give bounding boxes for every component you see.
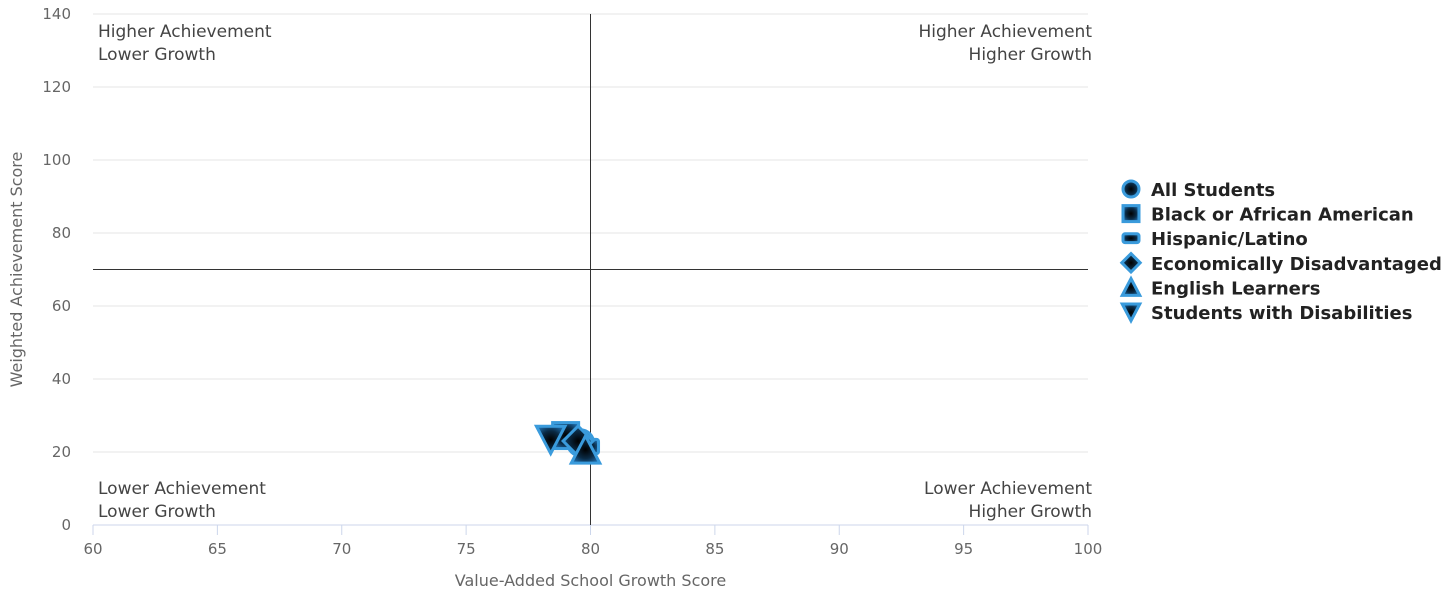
y-tick-label: 0: [61, 516, 71, 534]
quadrant-label-bottom-right: Lower Achievement: [924, 479, 1092, 499]
legend-label[interactable]: Hispanic/Latino: [1151, 229, 1308, 250]
x-tick-label: 90: [830, 540, 849, 558]
legend-marker-diamond: [1119, 251, 1143, 275]
y-tick-label: 120: [42, 78, 71, 96]
quadrant-labels: Higher Achievement Lower Growth Higher Ach…: [98, 22, 1092, 522]
y-tick-label: 40: [52, 370, 71, 388]
x-tick-label: 95: [954, 540, 973, 558]
x-tick-label: 65: [208, 540, 227, 558]
x-tick-label: 85: [705, 540, 724, 558]
legend-marker-square: [1121, 204, 1141, 224]
y-tick-label: 60: [52, 297, 71, 315]
legend-marker-triangle: [1119, 275, 1143, 297]
x-axis-title: Value-Added School Growth Score: [455, 571, 726, 590]
legend-marker-rect: [1121, 232, 1141, 245]
legend-marker-circle: [1121, 179, 1141, 199]
legend-label[interactable]: All Students: [1151, 180, 1275, 201]
data-point-triangle: [568, 432, 603, 465]
x-tick-label: 100: [1074, 540, 1103, 558]
y-tick-label: 100: [42, 151, 71, 169]
x-tick-label: 75: [457, 540, 476, 558]
axes: 0 20 40 60 80 100 120 140 60 65 70 75 80 85 90 95 100 Val…: [7, 5, 1102, 590]
data-points: [533, 421, 603, 465]
x-tick-label: 70: [332, 540, 351, 558]
quadrant-label-top-left: Higher Achievement: [98, 22, 272, 42]
quadrant-label-top-right: Higher Growth: [969, 45, 1092, 65]
legend-label[interactable]: Students with Disabilities: [1151, 303, 1412, 324]
legend-marker-triangle-down: [1119, 302, 1143, 325]
legend-label[interactable]: English Learners: [1151, 278, 1320, 299]
data-point-triangle-down: [533, 424, 568, 457]
quadrant-label-bottom-left: Lower Achievement: [98, 479, 266, 499]
legend-label[interactable]: Black or African American: [1151, 205, 1414, 226]
x-tick-label: 60: [83, 540, 102, 558]
legend-label[interactable]: Economically Disadvantaged: [1151, 254, 1442, 275]
y-tick-label: 80: [52, 224, 71, 242]
quadrant-label-top-left: Lower Growth: [98, 45, 216, 65]
quadrant-label-bottom-right: Higher Growth: [969, 502, 1092, 522]
quadrant-label-top-right: Higher Achievement: [918, 22, 1092, 42]
quadrant-label-bottom-left: Lower Growth: [98, 502, 216, 522]
y-axis-title: Weighted Achievement Score: [7, 152, 26, 388]
y-tick-label: 20: [52, 443, 71, 461]
x-tick-label: 80: [581, 540, 600, 558]
y-tick-label: 140: [42, 5, 71, 23]
legend: All Students Black or African American His…: [1119, 179, 1442, 325]
